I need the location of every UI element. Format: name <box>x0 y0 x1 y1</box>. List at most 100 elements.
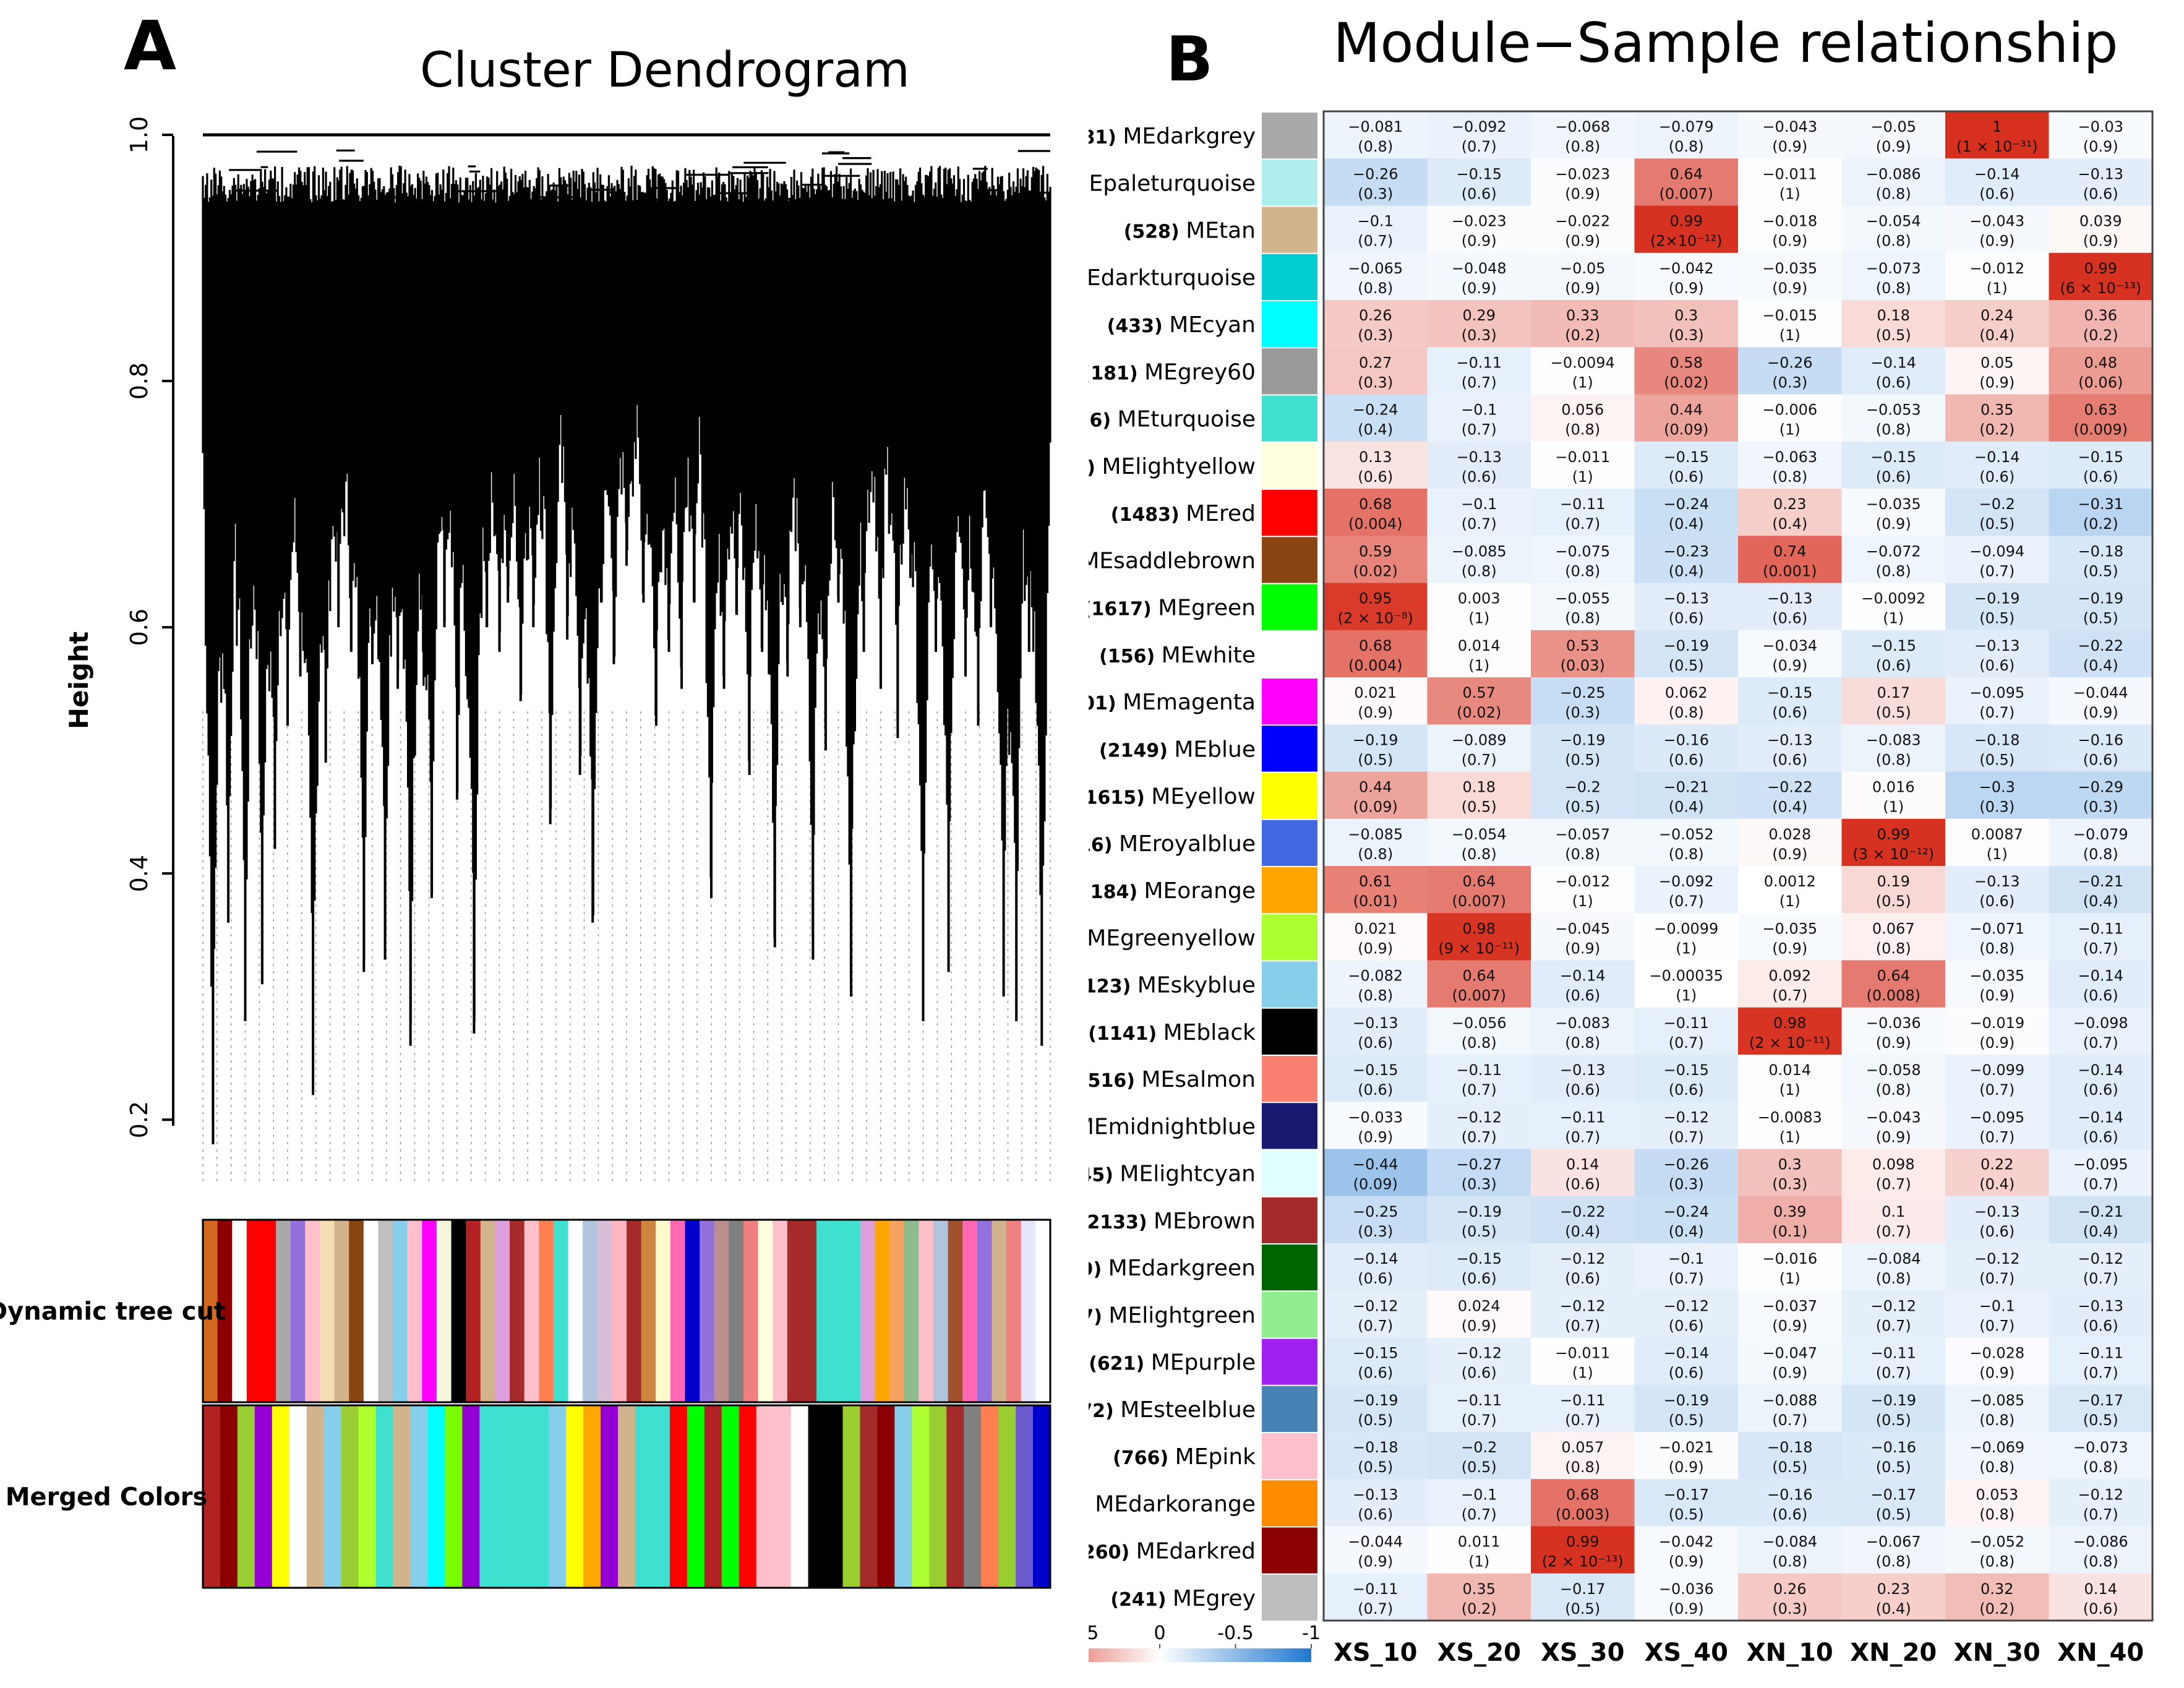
cell-correlation: −0.098 <box>2073 1014 2128 1032</box>
cell-pvalue: (0.5) <box>2083 562 2118 580</box>
heatmap-cell: −0.023 (0.9) <box>1427 205 1531 254</box>
heatmap-cell: −0.15 (0.6) <box>1738 677 1842 725</box>
track-color-segment <box>756 1405 774 1588</box>
cell-pvalue: (0.6) <box>1979 893 2015 910</box>
heatmap-cell-fill <box>1841 1243 1946 1291</box>
module-swatch <box>1262 490 1317 536</box>
heatmap-cell-fill <box>2049 960 2153 1008</box>
heatmap-cell-fill <box>1634 347 1739 395</box>
heatmap-cell: 0.22 (0.4) <box>1945 1149 2049 1197</box>
heatmap-cell: −0.15 (0.6) <box>1324 1337 1428 1386</box>
cell-correlation: −0.016 <box>1762 1250 1817 1267</box>
cell-correlation: 0.053 <box>1976 1486 2018 1503</box>
track-color-segment <box>802 1220 817 1402</box>
heatmap-cell: −0.037 (0.9) <box>1738 1290 1842 1338</box>
heatmap-cell: −0.19 (0.5) <box>1427 1196 1531 1244</box>
heatmap-cell: −0.18 (0.5) <box>1738 1432 1842 1480</box>
cell-correlation: −0.023 <box>1452 213 1507 230</box>
heatmap-cell: −0.14 (0.6) <box>2049 1102 2153 1149</box>
track-color-segment <box>652 1405 670 1588</box>
heatmap-cell-fill <box>1324 1290 1428 1338</box>
module-gene-count: (433) <box>1107 315 1170 337</box>
cell-correlation: −0.15 <box>2078 448 2123 466</box>
heatmap-cell-fill <box>1738 1432 1842 1480</box>
track-color-segment <box>743 1220 759 1402</box>
cell-correlation: −0.11 <box>1560 1392 1606 1409</box>
cell-pvalue: (0.7) <box>1462 1128 1497 1146</box>
sample-column-label: XS_10 <box>1334 1639 1417 1667</box>
heatmap-cell-fill <box>1841 1432 1946 1480</box>
cell-correlation: −0.22 <box>2078 637 2123 654</box>
cell-pvalue: (0.8) <box>1979 1506 2015 1523</box>
cell-pvalue: (0.9) <box>1669 1553 1704 1570</box>
heatmap-cell-fill <box>1945 1102 2049 1149</box>
track-label: Merged Colors <box>6 1483 208 1512</box>
cell-pvalue: (0.3) <box>1358 327 1393 344</box>
cell-correlation: −0.095 <box>2073 1156 2128 1173</box>
module-name: MEpaleturquoise <box>1089 171 1256 196</box>
track-color-segment <box>816 1220 832 1402</box>
cell-correlation: 0.18 <box>1877 307 1910 324</box>
cell-pvalue: (0.007) <box>1452 987 1506 1005</box>
heatmap-cell: −0.2 (0.5) <box>1427 1432 1531 1480</box>
cell-pvalue: (0.9) <box>1565 185 1600 202</box>
cell-pvalue: (1) <box>1779 421 1801 439</box>
heatmap-cell-fill <box>1427 205 1531 254</box>
cell-correlation: 0.59 <box>1359 542 1392 560</box>
module-name: MEsaddlebrown <box>1089 548 1256 573</box>
cell-pvalue: (0.4) <box>1358 421 1393 439</box>
cell-correlation: 0.22 <box>1981 1156 2013 1173</box>
heatmap-cell: 0.024 (0.9) <box>1427 1290 1531 1338</box>
cell-correlation: 0.18 <box>1463 779 1496 796</box>
heatmap-cell-fill <box>1531 158 1635 206</box>
cell-pvalue: (0.5) <box>1669 657 1704 674</box>
heatmap-cell-fill <box>1531 724 1635 772</box>
heatmap-cell-fill <box>1324 913 1428 961</box>
cell-correlation: 0.61 <box>1359 873 1392 890</box>
module-name: MElightgreen <box>1108 1303 1256 1328</box>
module-swatch <box>1262 631 1317 677</box>
heatmap-cell-fill <box>1634 818 1739 867</box>
module-gene-count: (1617) <box>1089 599 1158 620</box>
track-color-segment <box>334 1220 349 1402</box>
track-color-segment <box>427 1405 446 1588</box>
y-tick-label: 0.2 <box>126 1101 153 1138</box>
heatmap-cell-fill <box>1427 1384 1531 1433</box>
cell-correlation: −0.045 <box>1555 920 1610 937</box>
heatmap-cell: −0.092 (0.7) <box>1634 866 1739 914</box>
heatmap-cell: −0.0092 (1) <box>1841 583 1946 631</box>
heatmap-cell-fill <box>1738 111 1842 159</box>
cell-pvalue: (0.6) <box>1462 468 1497 486</box>
heatmap-cell: 0.64 (0.007) <box>1634 158 1739 206</box>
cell-pvalue: (0.6) <box>1669 468 1704 486</box>
cell-correlation: −0.11 <box>1353 1580 1398 1598</box>
track-color-segment <box>889 1220 905 1402</box>
cell-correlation: −0.052 <box>1969 1533 2024 1551</box>
cell-correlation: −0.00035 <box>1650 967 1723 985</box>
heatmap-cell-fill <box>1427 913 1531 961</box>
cell-correlation: −0.17 <box>2078 1392 2123 1409</box>
cell-pvalue: (0.007) <box>1452 893 1506 910</box>
cell-correlation: 0.64 <box>1670 165 1703 182</box>
cell-correlation: −0.085 <box>1452 542 1507 560</box>
heatmap-cell-fill <box>1531 536 1635 583</box>
heatmap-cell: 0.053 (0.8) <box>1945 1479 2049 1527</box>
track-color-segment <box>860 1405 878 1588</box>
module-name: MEgreenyellow <box>1089 925 1256 951</box>
heatmap-cell: −0.05 (0.9) <box>1531 252 1635 301</box>
track-color-segment <box>514 1405 532 1588</box>
cell-pvalue: (0.6) <box>1565 1176 1600 1193</box>
heatmap-cell: −0.095 (0.7) <box>1945 1102 2049 1149</box>
heatmap-cell: 0.098 (0.7) <box>1841 1149 1946 1197</box>
track-color-segment <box>495 1220 510 1402</box>
cell-pvalue: (1) <box>1987 846 2008 863</box>
cell-correlation: −0.05 <box>1870 118 1916 135</box>
heatmap-cell: −0.035 (0.9) <box>1945 960 2049 1008</box>
cell-correlation: −0.44 <box>1353 1156 1398 1173</box>
cell-pvalue: (0.9) <box>1565 940 1600 957</box>
heatmap-cell-fill <box>1841 1196 1946 1244</box>
heatmap-cell: 0.092 (0.7) <box>1738 960 1842 1008</box>
track-color-segment <box>1035 1220 1051 1402</box>
cell-pvalue: (0.9) <box>1772 940 1807 957</box>
heatmap-cell-fill <box>1841 1384 1946 1433</box>
